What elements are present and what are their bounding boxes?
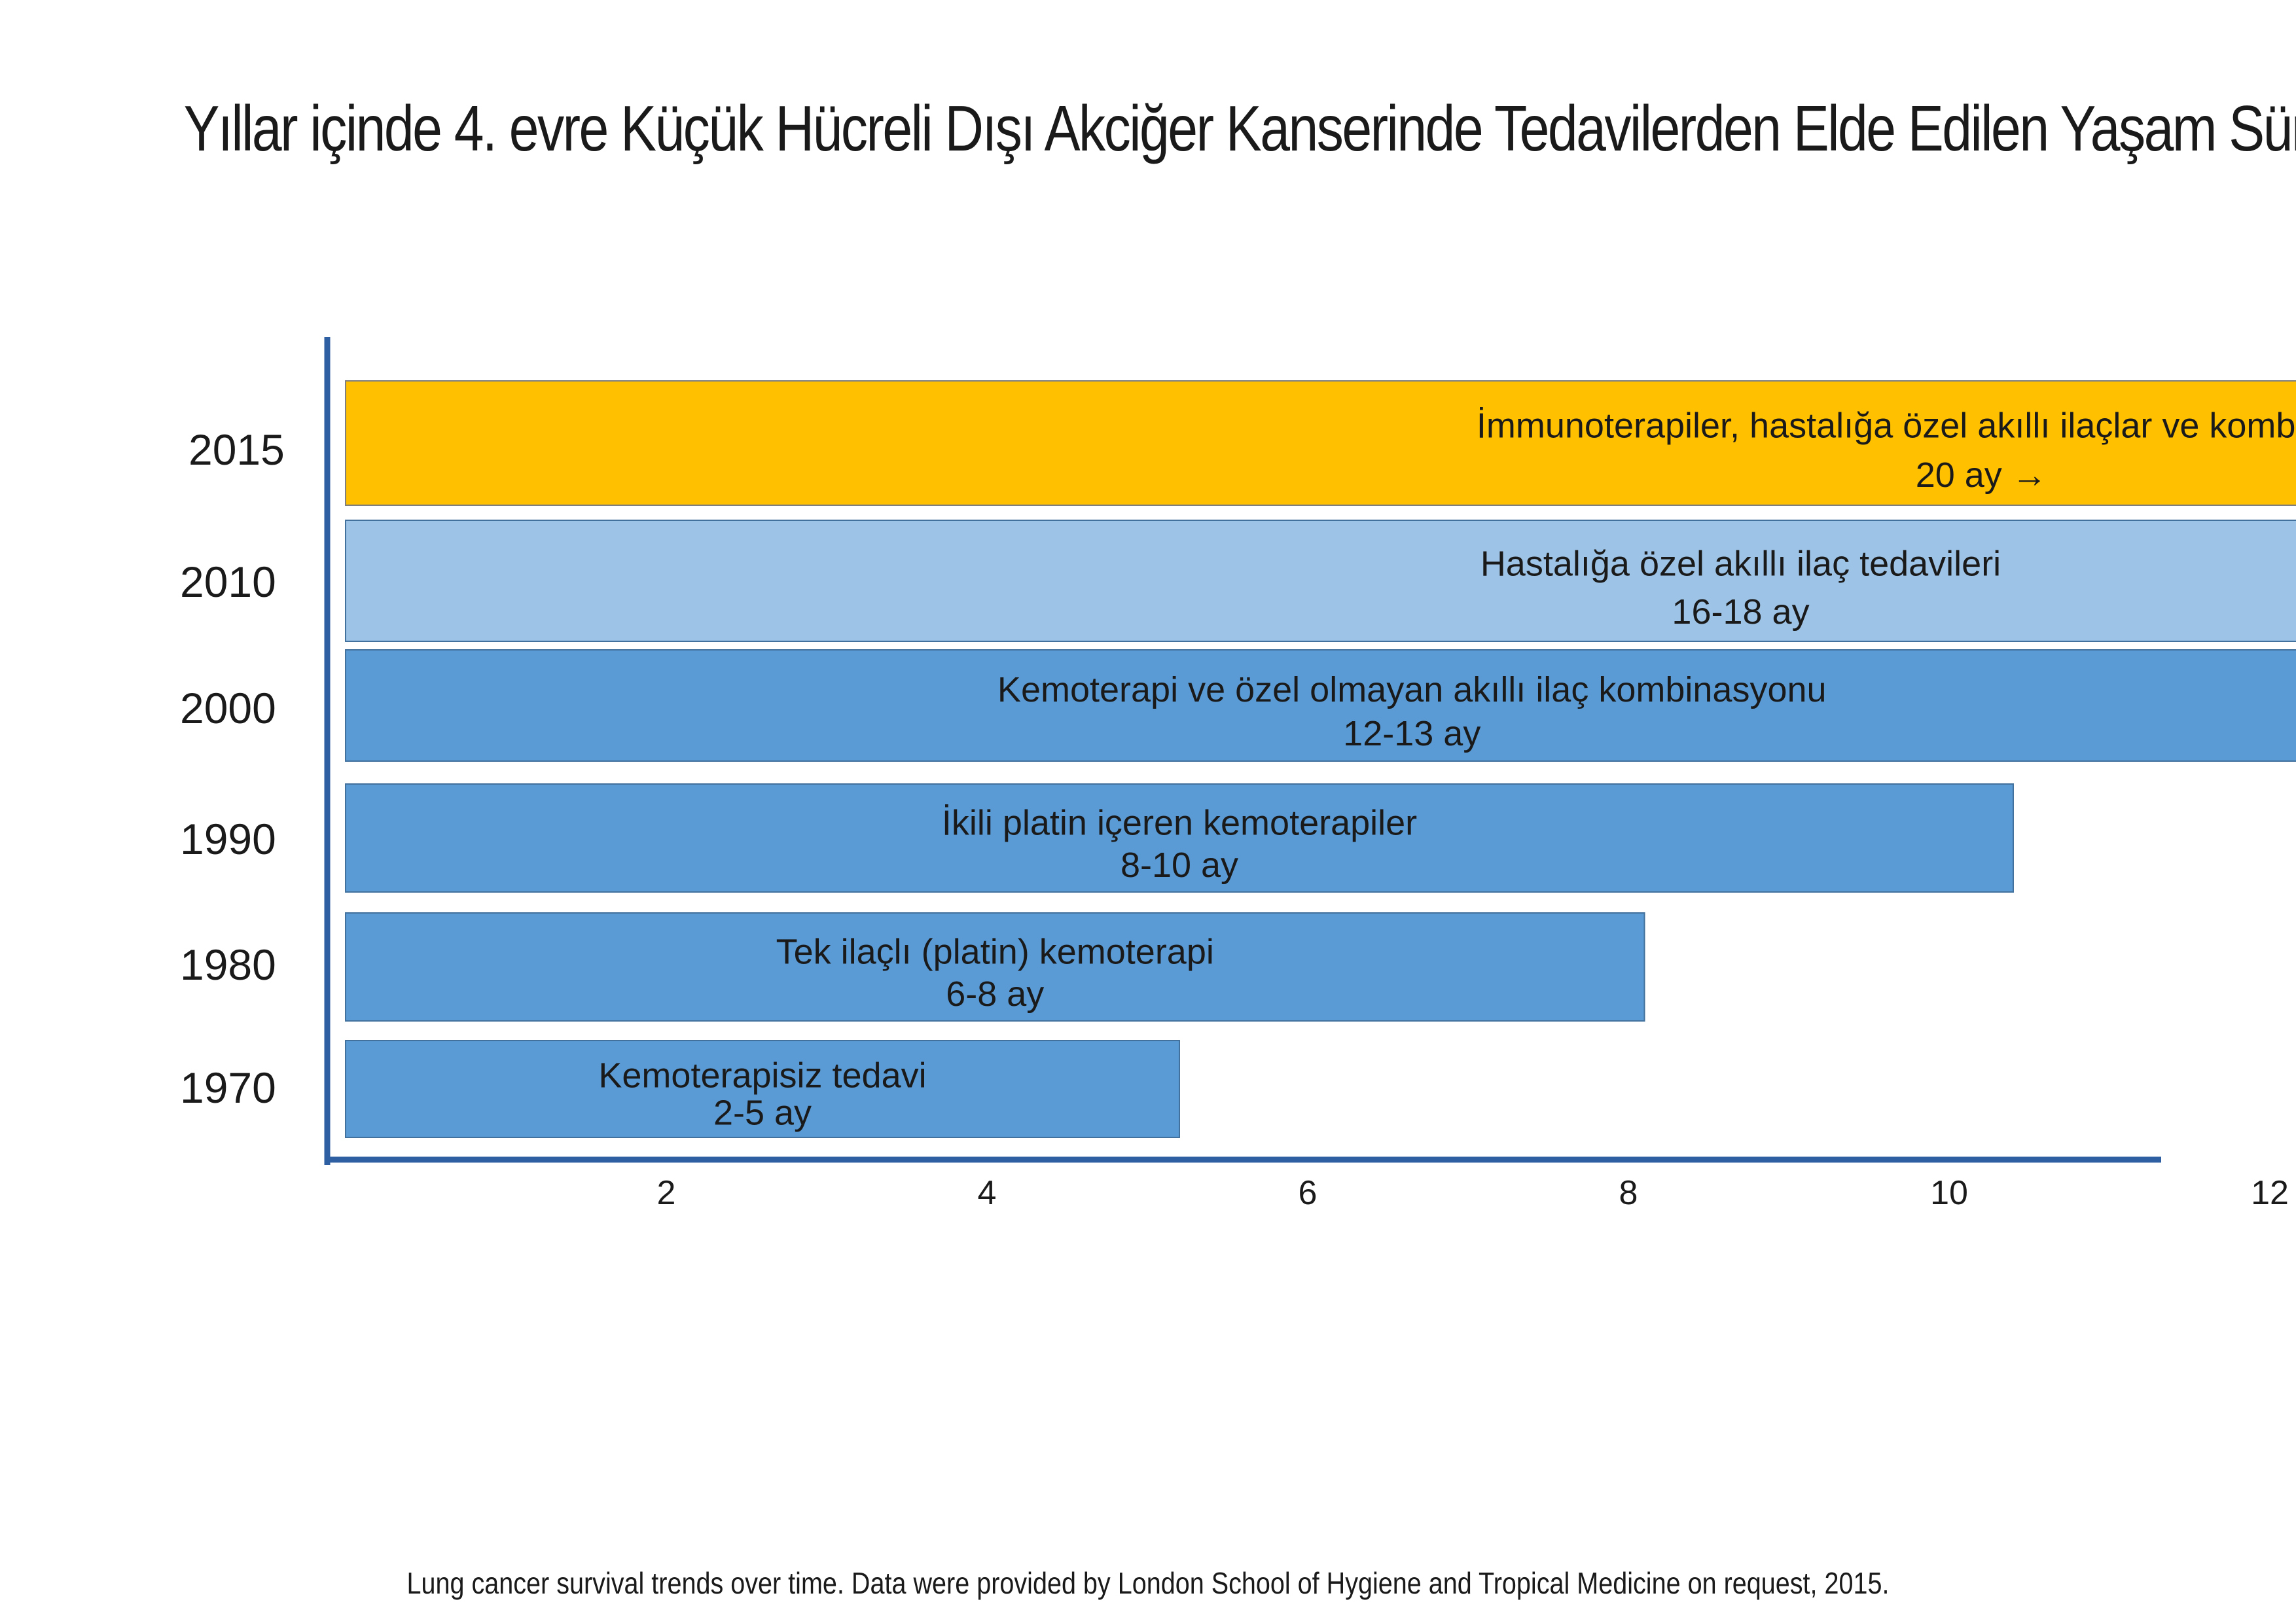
bar-range-label-2000: 12-13 ay bbox=[1343, 714, 1480, 753]
bars-layer: İmmunoterapiler, hastalığa özel akıllı i… bbox=[345, 380, 2296, 1138]
page-title: Yıllar içinde 4. evre Küçük Hücreli Dışı… bbox=[183, 92, 2296, 164]
source-caption: Lung cancer survival trends over time. D… bbox=[406, 1566, 1890, 1600]
bar-1980 bbox=[345, 912, 1645, 1022]
bar-2010 bbox=[345, 520, 2296, 642]
x-tick-label-4: 4 bbox=[978, 1174, 997, 1212]
year-labels: 2015 2010 2000 1990 1980 1970 bbox=[180, 425, 285, 1112]
year-label-1990: 1990 bbox=[180, 815, 276, 863]
bar-range-label-2015: 20 ay → bbox=[1916, 455, 2047, 495]
bar-treatment-label-2000: Kemoterapi ve özel olmayan akıllı ilaç k… bbox=[997, 670, 1827, 709]
bar-2015 bbox=[345, 380, 2296, 506]
bar-treatment-label-2015: İmmunoterapiler, hastalığa özel akıllı i… bbox=[1477, 406, 2296, 445]
bar-range-label-1990: 8-10 ay bbox=[1121, 846, 1238, 885]
bar-range-label-1970: 2-5 ay bbox=[713, 1093, 812, 1132]
bar-range-label-2010: 16-18 ay bbox=[1672, 592, 1809, 632]
year-label-2015: 2015 bbox=[188, 425, 285, 474]
x-tick-label-8: 8 bbox=[1619, 1174, 1638, 1212]
year-label-1980: 1980 bbox=[180, 940, 276, 989]
bar-treatment-label-1990: İkili platin içeren kemoterapiler bbox=[942, 803, 1417, 842]
bar-1970 bbox=[345, 1040, 1180, 1138]
bar-treatment-label-1970: Kemoterapisiz tedavi bbox=[598, 1056, 926, 1095]
year-label-2010: 2010 bbox=[180, 558, 276, 606]
x-tick-label-10: 10 bbox=[1930, 1174, 1968, 1212]
bar-treatment-label-1980: Tek ilaçlı (platin) kemoterapi bbox=[776, 932, 1214, 971]
bar-2000 bbox=[345, 649, 2296, 762]
bar-1990 bbox=[345, 783, 2014, 893]
x-tick-label-6: 6 bbox=[1299, 1174, 1318, 1212]
year-label-2000: 2000 bbox=[180, 684, 276, 732]
x-axis-ticks: 2468101214161820 ay bbox=[657, 1174, 2289, 1212]
x-tick-label-2: 2 bbox=[657, 1174, 676, 1212]
bar-treatment-label-2010: Hastalığa özel akıllı ilaç tedavileri bbox=[1480, 544, 2001, 584]
bar-range-label-1980: 6-8 ay bbox=[946, 974, 1044, 1014]
year-label-1970: 1970 bbox=[180, 1063, 276, 1112]
x-tick-label-12: 12 bbox=[2251, 1174, 2289, 1212]
